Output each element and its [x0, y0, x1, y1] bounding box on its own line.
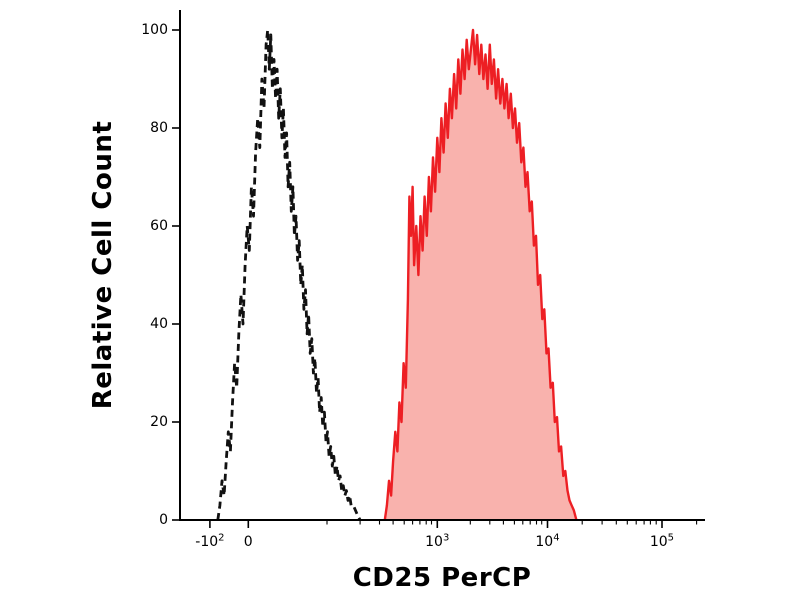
x-axis-label: CD25 PerCP — [352, 563, 532, 593]
histogram-outline-1 — [383, 28, 578, 521]
y-axis-label: Relative Cell Count — [88, 120, 118, 410]
histogram-outline-0 — [216, 28, 362, 521]
histogram-fill-1 — [384, 30, 577, 520]
